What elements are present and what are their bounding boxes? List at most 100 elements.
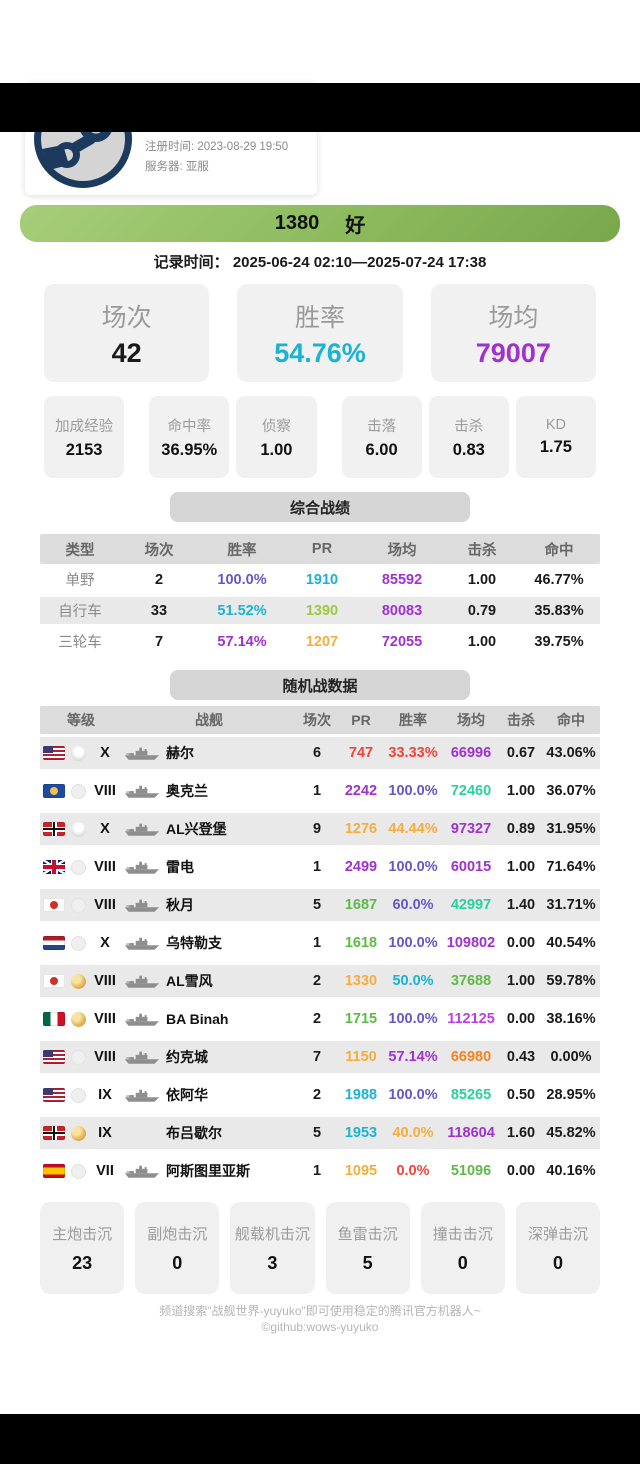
kills-value: 0.00 [506,1163,536,1179]
nation-flag-icon [43,1126,65,1140]
ship-silhouette-icon [122,860,162,875]
league-badge-icon [70,1163,86,1179]
winrate-value: 57.14% [217,633,267,650]
ship-tier: VII [96,1163,114,1179]
hit-ratio-value: 38.16% [546,1011,596,1027]
sink-stats-row: 主炮击沉 23 副炮击沉 0 舰载机击沉 3 鱼雷击沉 5 撞击击沉 0 深弹击… [0,1202,640,1294]
stat-box: 击落 6.00 [341,396,422,478]
league-badge-icon [70,897,86,913]
ship-silhouette-icon [122,898,162,913]
avg-damage-value: 109802 [446,935,496,951]
stat-value: 36.95% [161,440,218,459]
winrate-value: 57.14% [388,1049,438,1065]
nation-flag-icon [43,784,65,798]
battles-value: 7 [154,633,164,650]
kills-value: 1.00 [506,859,536,875]
overview-row: 三轮车 7 57.14% 1207 72055 1.00 39.75% [40,626,600,657]
ship-row: VIII AL雪风 2 1330 50.0% 37688 1.00 [40,962,600,1000]
avg-damage-value: 118604 [447,1125,495,1141]
winrate-value: 60.0% [392,897,434,913]
kills-value: 1.00 [467,633,497,650]
winrate-value: 100.0% [388,859,438,875]
kills-value: 1.60 [506,1125,536,1141]
ship-tier: IX [98,1087,112,1103]
ship-name: 奥克兰 [166,783,208,799]
ship-tier: X [100,745,110,761]
pr-value: 1988 [344,1087,378,1103]
hit-ratio-value: 59.78% [546,973,596,989]
ship-tier: X [100,821,110,837]
ship-tier: VIII [94,897,116,913]
stat-label: 场均 [488,303,539,332]
ship-table-body: X 赫尔 6 747 33.33% 66996 0.67 [40,734,600,1190]
ship-name: 阿斯图里亚斯 [166,1163,250,1179]
stat-box: 撞击击沉 0 [420,1202,505,1294]
hit-ratio-value: 71.64% [546,859,596,875]
overview-table: 类型 场次 胜率 PR 场均 击杀 命中 单野 2 100.0% 1910 85… [40,534,600,657]
ship-name: 乌特勒支 [166,935,222,951]
battles-value: 5 [312,897,322,913]
stat-label: 加成经验 [55,418,114,435]
kills-value: 1.00 [506,783,536,799]
ship-table-header: 等级 战舰 场次 PR 胜率 场均 击杀 命中 [40,706,600,734]
col-hit: 命中 [557,712,585,728]
ship-tier: IX [98,1125,112,1141]
pr-value: 1910 [305,571,339,588]
ship-row: VIII 雷电 1 2499 100.0% 60015 1.00 [40,848,600,886]
pr-value: 747 [348,745,374,761]
ship-tier: VIII [94,783,116,799]
stat-value: 1.00 [260,440,293,459]
league-badge-icon [70,1087,86,1103]
stat-value: 54.76% [274,337,366,368]
kills-value: 1.40 [506,897,536,913]
league-badge-icon [70,821,86,837]
battles-value: 7 [312,1049,322,1065]
nation-flag-icon [43,746,65,760]
col-avg: 场均 [457,712,485,728]
rating-banner: 1380 好 [20,205,620,242]
stat-label: 击杀 [454,418,484,435]
ship-name: AL雪风 [166,973,213,989]
ship-name: 依阿华 [166,1087,208,1103]
col-kills: 击杀 [467,542,497,559]
hit-ratio-value: 31.95% [546,821,596,837]
kills-value: 0.89 [506,821,536,837]
nation-flag-icon [43,898,65,912]
pr-value: 1150 [345,1049,377,1065]
battles-value: 1 [312,783,322,799]
battles-value: 2 [154,571,164,588]
league-badge-icon [70,745,86,761]
stat-value: 0.83 [452,440,485,459]
nation-flag-icon [43,1164,65,1178]
ship-row: VIII 约克城 7 1150 57.14% 66980 0.43 [40,1038,600,1076]
kills-value: 0.67 [506,745,536,761]
ship-row: IX 依阿华 2 1988 100.0% 85265 0.50 [40,1076,600,1114]
avg-damage-value: 66996 [450,745,492,761]
big-stats-row: 场次 42 胜率 54.76% 场均 79007 [0,284,640,382]
battles-value: 2 [312,1011,322,1027]
stat-box: 加成经验 2153 [44,396,125,478]
ship-silhouette-icon [122,1012,162,1027]
avg-damage-value: 72055 [381,633,423,650]
battles-value: 1 [312,859,322,875]
ship-tier: VIII [94,1011,116,1027]
league-badge-icon [70,973,86,989]
stat-label: 侦察 [261,418,291,435]
stat-value: 5 [362,1252,373,1273]
stat-value: 0 [552,1252,563,1273]
winrate-value: 100.0% [217,571,267,588]
pr-value: 1095 [344,1163,378,1179]
ship-silhouette-icon [122,1088,162,1103]
avg-damage-value: 37688 [450,973,492,989]
ship-silhouette-icon [122,974,162,989]
mode-type: 自行车 [58,604,102,620]
col-battles: 场次 [144,542,174,559]
ship-row: IX 布吕歇尔 5 1953 40.0% 118604 1.60 [40,1114,600,1152]
stat-box: 深弹击沉 0 [515,1202,601,1294]
col-tier: 等级 [67,712,95,728]
winrate-value: 44.44% [388,821,438,837]
record-time-label: 记录时间： [153,254,229,271]
pr-value: 1715 [344,1011,378,1027]
col-hit: 命中 [544,542,574,559]
hit-ratio-value: 40.54% [546,935,596,951]
